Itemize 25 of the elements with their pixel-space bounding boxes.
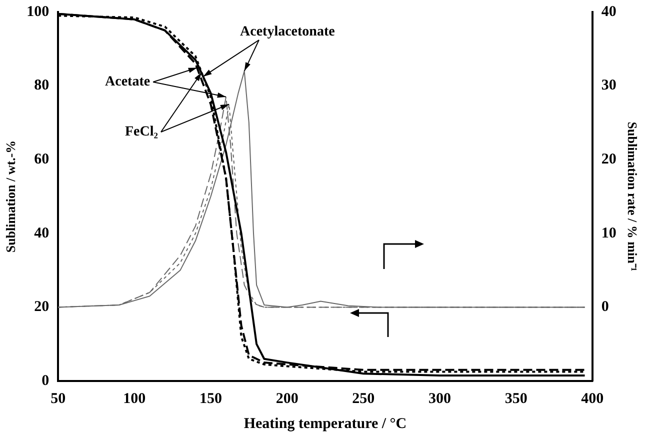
annotation: Acetate [105,74,150,90]
y2-tick-label: 30 [601,78,616,94]
x-tick-label: 150 [200,390,222,407]
x-tick-label: 350 [504,390,528,407]
y-tick-label: 20 [34,299,50,316]
x-tick-label: 400 [581,390,604,407]
annotation: FeCl₂ [125,124,158,140]
x-tick-label: 50 [50,390,66,407]
y2-tick-label: 20 [601,151,616,168]
x-axis-title: Heating temperature / °C [244,416,407,432]
y2-tick-label: 10 [601,225,616,242]
x-tick-label: 300 [428,390,451,407]
y2-axis-title: Sublimation rate / % min⁻¹ [624,122,640,272]
y-tick-label: 60 [34,151,50,168]
y2-tick-label: 0 [601,299,609,316]
x-tick-label: 200 [276,390,298,407]
x-tick-label: 250 [352,390,375,407]
y-tick-label: 100 [26,4,50,20]
y-tick-label: 40 [34,225,50,242]
y-axis-title: Sublimation / wt.-% [3,140,18,253]
y-tick-label: 80 [34,78,50,94]
y2-tick-label: 40 [601,4,616,20]
y-tick-label: 0 [42,372,50,389]
annotation: Acetylacetonate [240,24,335,40]
x-tick-label: 100 [123,390,146,407]
